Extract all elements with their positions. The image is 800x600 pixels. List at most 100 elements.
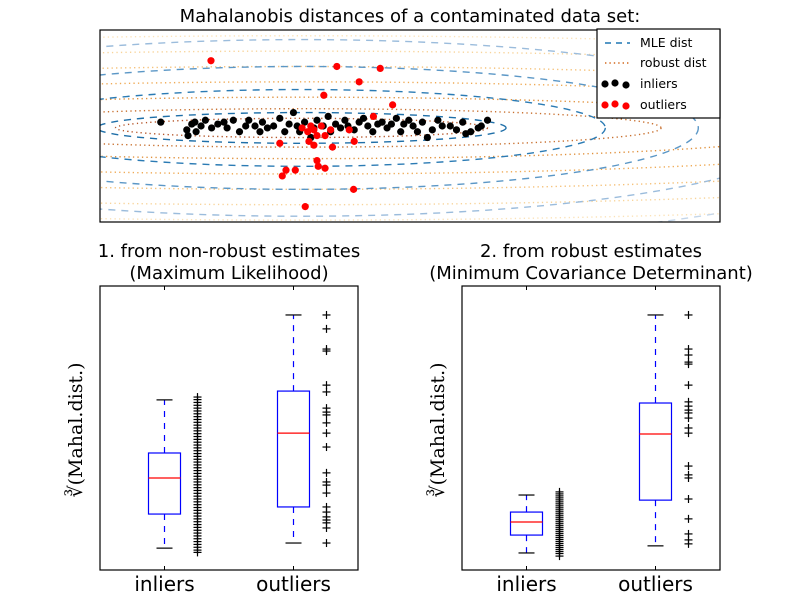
scatter-title: Mahalanobis distances of a contaminated …: [180, 6, 641, 27]
inlier-point: [477, 122, 485, 130]
legend-entry-inliers: inliers: [601, 76, 678, 91]
box-iqr: [147, 452, 182, 515]
x-tick-label-outliers: outliers: [618, 572, 693, 596]
inlier-point: [270, 122, 278, 130]
legend-label-robust: robust dist: [640, 55, 707, 70]
boxplot-mle-panel: 1. from non-robust estimates (Maximum Li…: [64, 241, 360, 596]
inlier-point: [409, 122, 417, 130]
boxplot-mcd-ylabel-text: ∛(Mahal.dist.): [426, 362, 449, 497]
legend-entry-mle: MLE dist: [605, 35, 693, 50]
inlier-point: [418, 118, 426, 126]
outlier-point: [345, 126, 353, 134]
inlier-point: [387, 120, 395, 128]
outlier-point: [369, 112, 378, 120]
box-iqr: [276, 390, 311, 508]
outlier-point: [333, 62, 341, 71]
inlier-point: [423, 133, 431, 142]
strip-point: [322, 429, 331, 438]
inlier-point: [434, 116, 442, 124]
inlier-point: [369, 128, 377, 136]
scatter-axes-frame: [99, 29, 721, 223]
outlier-point: [305, 137, 313, 145]
inlier-point: [459, 118, 467, 126]
strip-point: [684, 351, 693, 360]
inlier-point: [192, 128, 200, 136]
legend: MLE dist robust dist inliers outliers: [596, 28, 721, 119]
inlier-point: [157, 118, 165, 126]
outlier-point: [317, 122, 325, 130]
outlier-point: [389, 101, 397, 109]
inlier-point: [405, 116, 413, 124]
strip-point: [684, 473, 693, 482]
inlier-point: [183, 126, 191, 134]
strip-point: [322, 443, 331, 452]
outlier-point: [276, 139, 284, 147]
contour-layer: [100, 30, 720, 222]
strip-point: [322, 324, 331, 333]
outlier-point: [207, 57, 215, 65]
inlier-point: [428, 126, 436, 134]
outlier-point: [282, 166, 290, 174]
inlier-point: [281, 128, 289, 136]
box-iqr: [638, 402, 673, 501]
inlier-point: [235, 128, 244, 136]
x-tick-label-inliers: inliers: [496, 572, 556, 596]
inlier-point: [336, 124, 345, 132]
outlier-point: [321, 164, 329, 172]
inlier-point: [208, 124, 216, 132]
inlier-point: [197, 122, 205, 130]
inlier-point: [313, 116, 321, 124]
boxplot-mcd-marks: [509, 310, 693, 561]
strip-point: [684, 462, 693, 471]
strip-point: [322, 347, 331, 356]
inlier-point: [462, 130, 470, 138]
boxplot-mcd-panel: 2. from robust estimates (Minimum Covari…: [426, 241, 753, 596]
inlier-point: [483, 116, 492, 124]
strip-point: [684, 514, 693, 523]
robust-dist-contour: [100, 108, 662, 148]
strip-point: [322, 381, 331, 390]
outlier-point: [310, 126, 318, 134]
robust-dist-contour: [100, 35, 720, 221]
strip-point: [322, 468, 331, 477]
legend-label-outliers: outliers: [640, 97, 687, 112]
boxplot-mcd-title-line1: 2. from robust estimates: [480, 241, 702, 262]
outlier-point: [349, 185, 358, 193]
inlier-point: [184, 132, 192, 140]
boxplot-mcd-axes-frame: [461, 285, 721, 571]
strip-point: [322, 523, 331, 532]
boxplot-mle-axes-frame: [99, 285, 359, 571]
inlier-point: [223, 124, 231, 132]
inlier-point: [214, 120, 222, 128]
inlier-point: [258, 118, 267, 126]
inlier-point: [378, 118, 386, 126]
strip-point: [684, 495, 693, 503]
outlier-point: [298, 124, 306, 132]
inlier-point: [350, 126, 358, 134]
strip-point: [684, 360, 693, 369]
inlier-point: [392, 114, 400, 122]
outlier-point: [313, 156, 321, 165]
legend-label-inliers: inliers: [640, 76, 678, 91]
outlier-point: [313, 132, 321, 140]
mle-dist-contour: [100, 111, 507, 144]
inlier-point: [256, 128, 264, 136]
strip-point: [322, 387, 331, 396]
strip-point: [322, 418, 331, 427]
inlier-point: [332, 120, 340, 128]
inlier-point: [341, 116, 349, 124]
outlier-point: [350, 137, 358, 145]
boxplot-mle-marks: [147, 310, 331, 557]
robust-dist-contour: [100, 65, 720, 191]
mle-dist-contour: [100, 88, 606, 168]
inlier-point: [413, 128, 422, 136]
boxplot-mle-ticks: inliers outliers: [134, 286, 331, 596]
inlier-point: [201, 116, 209, 124]
legend-entry-robust: robust dist: [605, 55, 707, 70]
x-tick-label-outliers: outliers: [256, 572, 331, 596]
inlier-point: [289, 108, 298, 117]
legend-inliers-marker: [611, 79, 619, 87]
legend-label-mle: MLE dist: [640, 35, 693, 50]
legend-inliers-marker: [622, 81, 630, 89]
boxplot-mle-ylabel: ∛(Mahal.dist.): [64, 362, 87, 497]
